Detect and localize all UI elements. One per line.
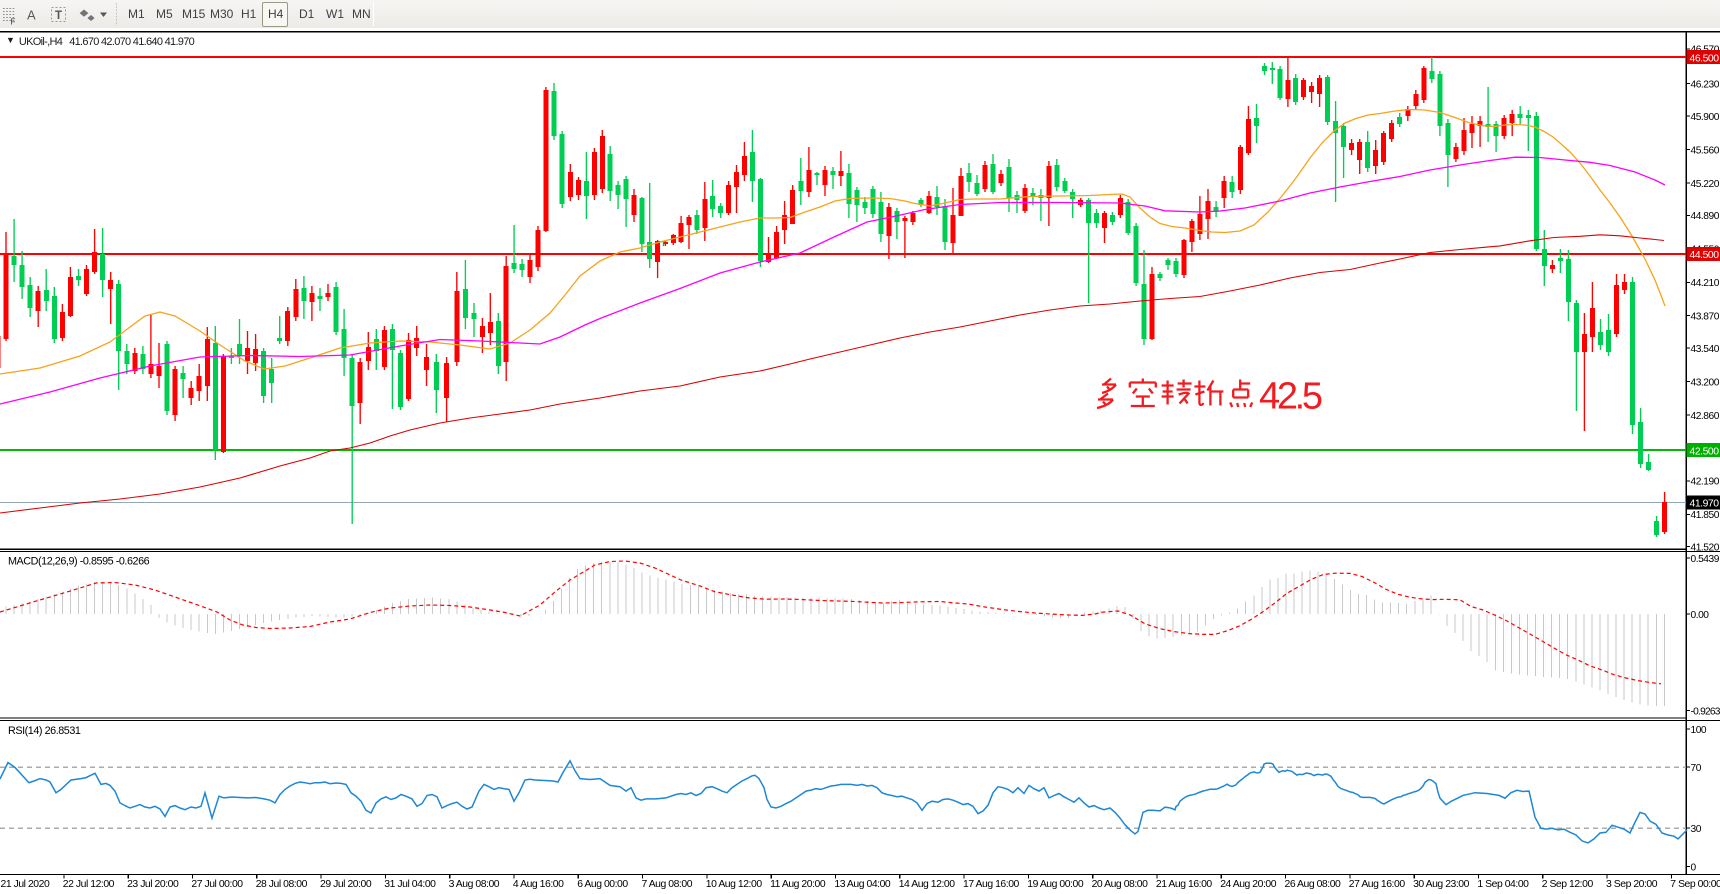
svg-text:100: 100 <box>1691 725 1707 736</box>
svg-text:24 Aug 20:00: 24 Aug 20:00 <box>1220 879 1277 890</box>
svg-text:27 Aug 16:00: 27 Aug 16:00 <box>1349 879 1406 890</box>
svg-text:2 Sep 12:00: 2 Sep 12:00 <box>1542 879 1594 890</box>
svg-text:MACD(12,26,9) -0.8595 -0.6266: MACD(12,26,9) -0.8595 -0.6266 <box>8 556 150 568</box>
svg-text:6 Aug 00:00: 6 Aug 00:00 <box>577 879 628 890</box>
svg-text:42.5: 42.5 <box>1259 376 1323 418</box>
svg-text:14 Aug 12:00: 14 Aug 12:00 <box>899 879 956 890</box>
svg-text:44.890: 44.890 <box>1691 211 1720 222</box>
svg-text:42.190: 42.190 <box>1691 477 1720 488</box>
svg-text:45.900: 45.900 <box>1691 112 1720 123</box>
svg-text:26 Aug 08:00: 26 Aug 08:00 <box>1285 879 1342 890</box>
svg-text:27 Jul 00:00: 27 Jul 00:00 <box>191 879 243 890</box>
svg-text:0.00: 0.00 <box>1691 610 1710 621</box>
svg-text:45.560: 45.560 <box>1691 145 1720 156</box>
svg-text:44.210: 44.210 <box>1691 278 1720 289</box>
svg-text:30: 30 <box>1691 824 1702 835</box>
svg-text:46.230: 46.230 <box>1691 80 1720 91</box>
svg-text:F: F <box>11 18 16 27</box>
svg-text:45.220: 45.220 <box>1691 179 1720 190</box>
svg-text:1 Sep 04:00: 1 Sep 04:00 <box>1477 879 1529 890</box>
svg-text:A: A <box>27 8 36 23</box>
svg-text:31 Jul 04:00: 31 Jul 04:00 <box>384 879 436 890</box>
svg-text:46.500: 46.500 <box>1690 53 1720 64</box>
svg-text:17 Aug 16:00: 17 Aug 16:00 <box>963 879 1020 890</box>
svg-text:21 Jul 2020: 21 Jul 2020 <box>1 879 50 890</box>
svg-text:3 Sep 20:00: 3 Sep 20:00 <box>1606 879 1658 890</box>
svg-text:10 Aug 12:00: 10 Aug 12:00 <box>706 879 763 890</box>
svg-text:43.200: 43.200 <box>1691 377 1720 388</box>
svg-text:41.850: 41.850 <box>1691 510 1720 521</box>
svg-text:42.860: 42.860 <box>1691 411 1720 422</box>
svg-text:43.870: 43.870 <box>1691 312 1720 323</box>
svg-text:7 Sep 00:00: 7 Sep 00:00 <box>1670 879 1720 890</box>
svg-text:70: 70 <box>1691 763 1702 774</box>
svg-text:46.570: 46.570 <box>1691 45 1720 56</box>
svg-text:RSI(14) 26.8531: RSI(14) 26.8531 <box>8 725 81 737</box>
svg-text:30 Aug 23:00: 30 Aug 23:00 <box>1413 879 1470 890</box>
svg-text:22 Jul 12:00: 22 Jul 12:00 <box>63 879 115 890</box>
svg-text:11 Aug 20:00: 11 Aug 20:00 <box>770 879 826 890</box>
svg-text:0.5439: 0.5439 <box>1691 554 1720 565</box>
svg-text:20 Aug 08:00: 20 Aug 08:00 <box>1092 879 1149 890</box>
svg-text:0: 0 <box>1691 862 1697 873</box>
svg-text:44.500: 44.500 <box>1690 250 1720 261</box>
svg-text:4 Aug 16:00: 4 Aug 16:00 <box>513 879 564 890</box>
svg-text:19 Aug 00:00: 19 Aug 00:00 <box>1027 879 1084 890</box>
svg-text:13 Aug 04:00: 13 Aug 04:00 <box>834 879 891 890</box>
svg-text:23 Jul 20:00: 23 Jul 20:00 <box>127 879 179 890</box>
svg-text:43.540: 43.540 <box>1691 344 1720 355</box>
svg-text:42.500: 42.500 <box>1690 446 1720 457</box>
svg-text:7 Aug 08:00: 7 Aug 08:00 <box>642 879 693 890</box>
svg-text:21 Aug 16:00: 21 Aug 16:00 <box>1156 879 1213 890</box>
svg-text:41.970: 41.970 <box>1690 499 1720 510</box>
svg-text:29 Jul 20:00: 29 Jul 20:00 <box>320 879 372 890</box>
svg-text:-0.9263: -0.9263 <box>1691 706 1720 717</box>
svg-text:3 Aug 08:00: 3 Aug 08:00 <box>449 879 500 890</box>
svg-text:41.520: 41.520 <box>1691 543 1720 554</box>
svg-text:28 Jul 08:00: 28 Jul 08:00 <box>256 879 308 890</box>
svg-text:T: T <box>55 10 62 22</box>
